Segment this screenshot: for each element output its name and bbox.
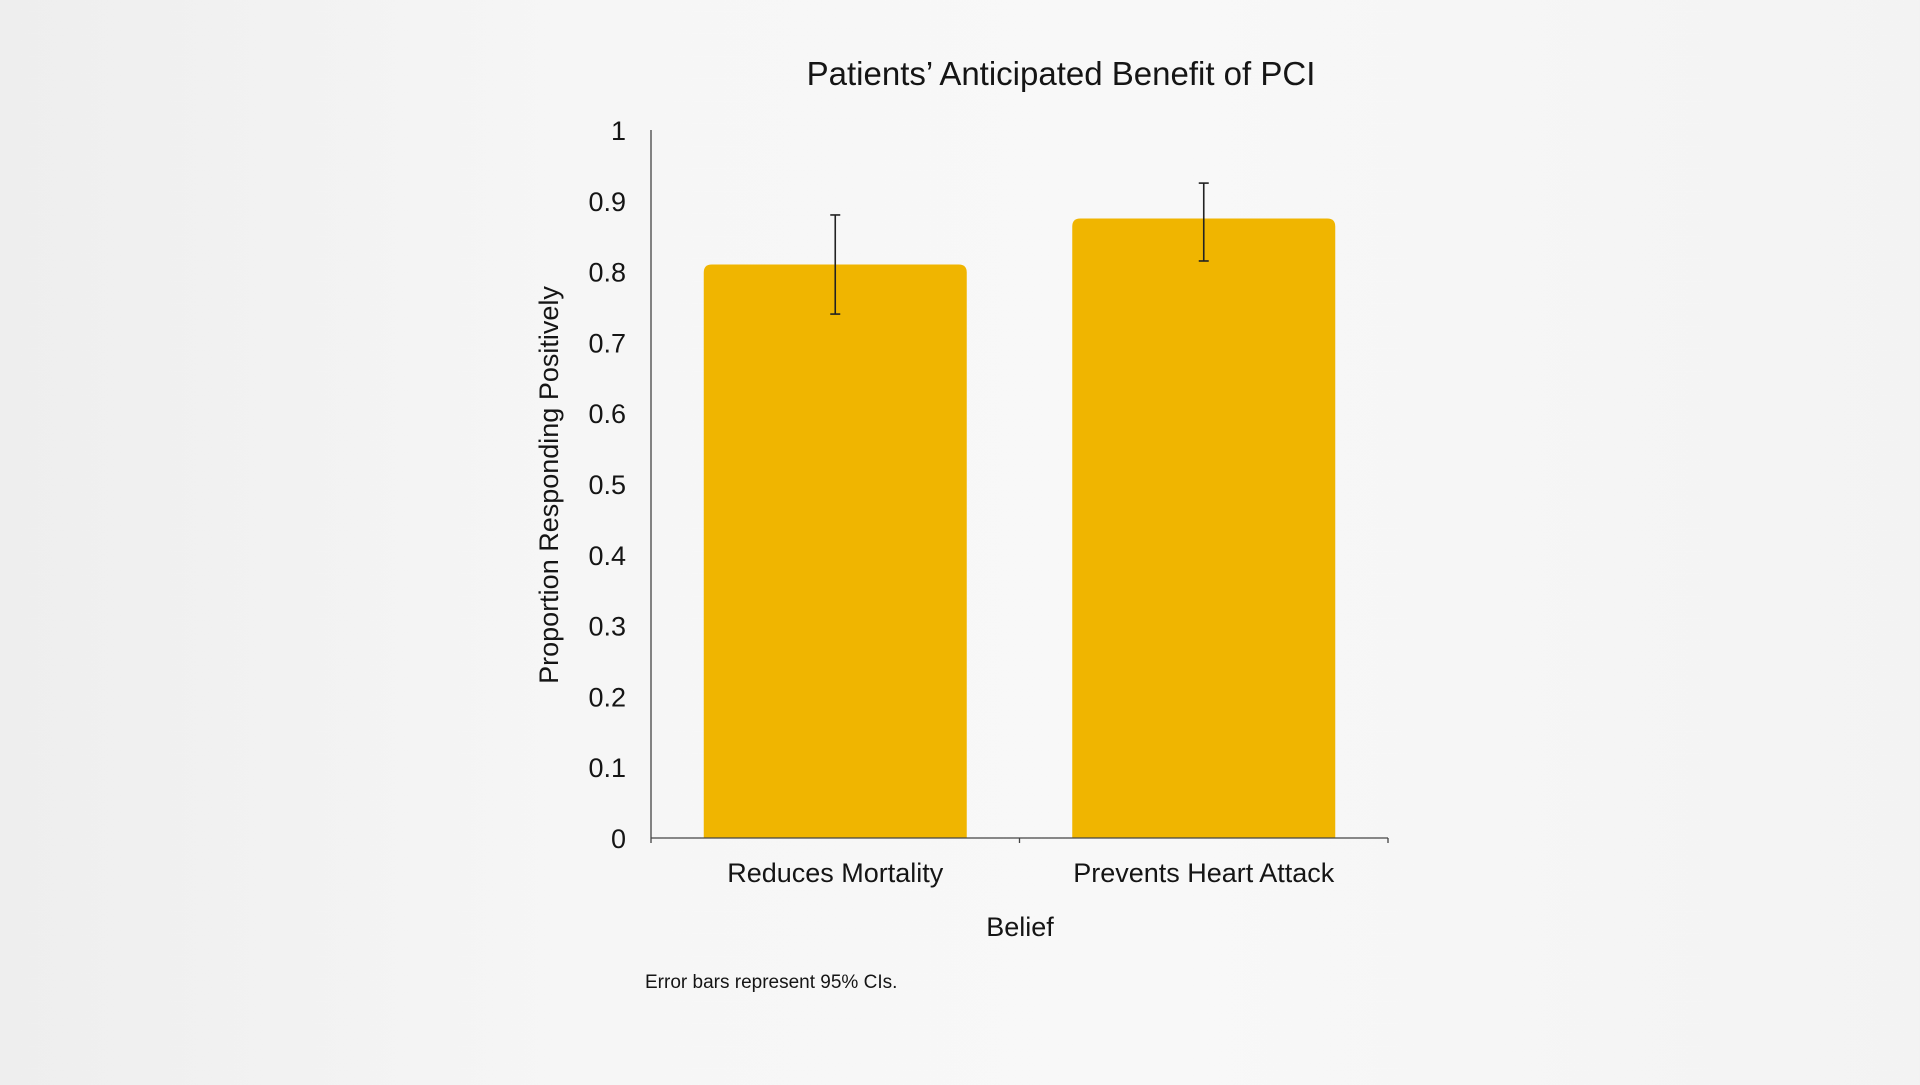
y-tick-label: 0 <box>611 824 626 854</box>
bar-2 <box>1072 218 1336 838</box>
x-axis-label: Belief <box>986 912 1054 942</box>
footnote: Error bars represent 95% CIs. <box>645 972 898 993</box>
y-tick-label: 0.9 <box>588 187 626 217</box>
x-tick-label: Prevents Heart Attack <box>1073 858 1335 888</box>
y-tick-label: 0.5 <box>588 470 626 500</box>
y-tick-label: 0.7 <box>588 328 626 358</box>
error-bar-1 <box>830 214 841 315</box>
y-tick-label: 0.2 <box>588 682 626 712</box>
y-tick-label: 0.3 <box>588 612 626 642</box>
bar-1 <box>703 264 967 838</box>
error-bar-2 <box>1198 182 1209 262</box>
y-tick-label: 0.8 <box>588 258 626 288</box>
chart-title: Patients’ Anticipated Benefit of PCI <box>807 55 1316 92</box>
bars-layer <box>703 182 1336 838</box>
axis-layer: Reduces Mortality Prevents Heart Attack 0 0… <box>588 116 1389 888</box>
y-tick-label: 1 <box>611 116 626 146</box>
y-tick-label: 0.6 <box>588 399 626 429</box>
y-tick-label: 0.1 <box>588 753 626 783</box>
y-tick-label: 0.4 <box>588 541 626 571</box>
x-tick-label: Reduces Mortality <box>727 858 944 888</box>
y-axis-label: Proportion Responding Positively <box>534 286 564 684</box>
